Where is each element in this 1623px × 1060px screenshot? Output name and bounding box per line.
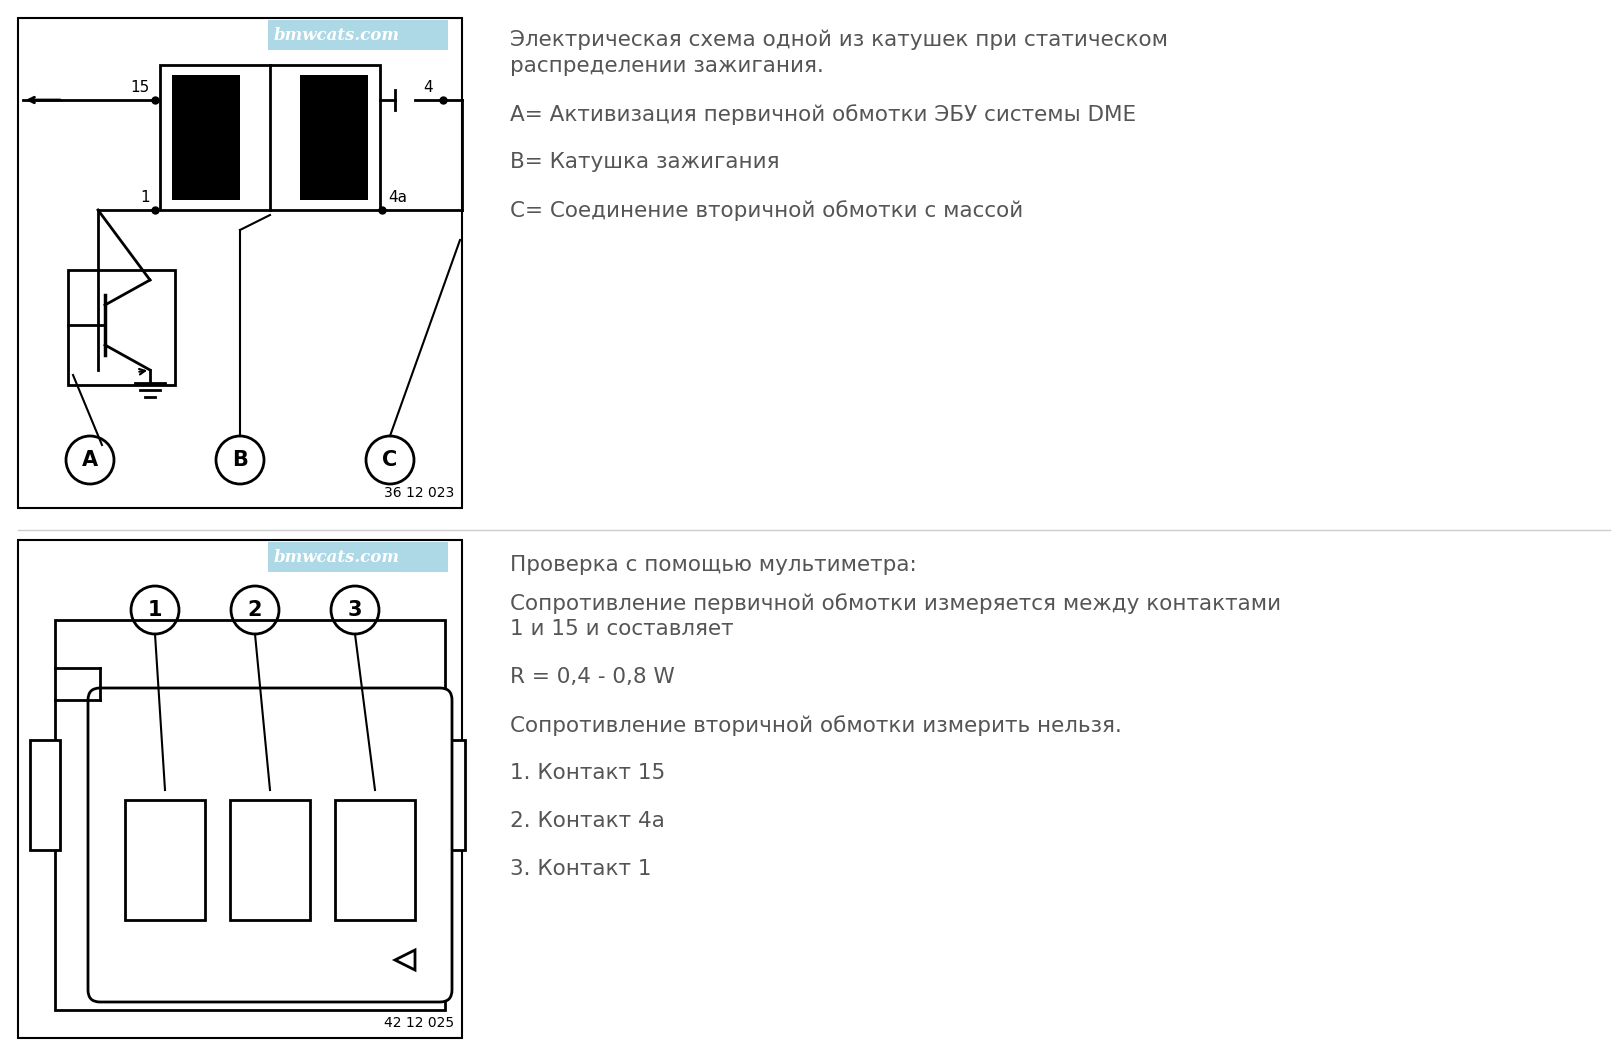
Bar bbox=[18, 18, 461, 508]
Text: A: A bbox=[81, 450, 97, 470]
Text: 2: 2 bbox=[248, 600, 261, 620]
Text: Сопротивление первичной обмотки измеряется между контактами: Сопротивление первичной обмотки измеряет… bbox=[510, 593, 1281, 614]
Text: bmwcats.com: bmwcats.com bbox=[274, 548, 399, 565]
Text: 3. Контакт 1: 3. Контакт 1 bbox=[510, 859, 651, 879]
Text: 1 и 15 и составляет: 1 и 15 и составляет bbox=[510, 619, 734, 639]
FancyBboxPatch shape bbox=[55, 620, 445, 1010]
Text: 1: 1 bbox=[140, 190, 149, 205]
Text: R = 0,4 - 0,8 W: R = 0,4 - 0,8 W bbox=[510, 667, 674, 687]
Text: 42 12 025: 42 12 025 bbox=[383, 1015, 454, 1030]
Polygon shape bbox=[394, 950, 415, 970]
FancyBboxPatch shape bbox=[29, 740, 60, 850]
Bar bbox=[18, 540, 461, 1038]
Bar bbox=[68, 270, 175, 385]
Text: C: C bbox=[381, 450, 398, 470]
Bar bbox=[334, 800, 415, 920]
Bar bbox=[268, 542, 448, 572]
Text: Проверка с помощью мультиметра:: Проверка с помощью мультиметра: bbox=[510, 555, 917, 575]
Text: С= Соединение вторичной обмотки с массой: С= Соединение вторичной обмотки с массой bbox=[510, 200, 1022, 220]
FancyBboxPatch shape bbox=[88, 688, 451, 1002]
Text: 4: 4 bbox=[422, 80, 432, 95]
Text: распределении зажигания.: распределении зажигания. bbox=[510, 56, 823, 76]
Text: bmwcats.com: bmwcats.com bbox=[274, 26, 399, 43]
Bar bbox=[268, 20, 448, 50]
Text: 3: 3 bbox=[347, 600, 362, 620]
Text: 1: 1 bbox=[148, 600, 162, 620]
Text: B: B bbox=[232, 450, 248, 470]
Text: 15: 15 bbox=[131, 80, 149, 95]
Text: А= Активизация первичной обмотки ЭБУ системы DME: А= Активизация первичной обмотки ЭБУ сис… bbox=[510, 104, 1136, 125]
Bar bbox=[172, 75, 240, 200]
FancyBboxPatch shape bbox=[440, 740, 464, 850]
Text: 1. Контакт 15: 1. Контакт 15 bbox=[510, 763, 665, 783]
Text: 36 12 023: 36 12 023 bbox=[383, 485, 454, 500]
Bar bbox=[230, 800, 310, 920]
Bar bbox=[161, 65, 380, 210]
Text: 2. Контакт 4a: 2. Контакт 4a bbox=[510, 811, 664, 831]
Bar bbox=[300, 75, 368, 200]
Text: Электрическая схема одной из катушек при статическом: Электрическая схема одной из катушек при… bbox=[510, 30, 1167, 51]
Text: В= Катушка зажигания: В= Катушка зажигания bbox=[510, 152, 779, 172]
Bar bbox=[125, 800, 204, 920]
Text: 4a: 4a bbox=[388, 190, 407, 205]
Text: Сопротивление вторичной обмотки измерить нельзя.: Сопротивление вторичной обмотки измерить… bbox=[510, 716, 1121, 736]
